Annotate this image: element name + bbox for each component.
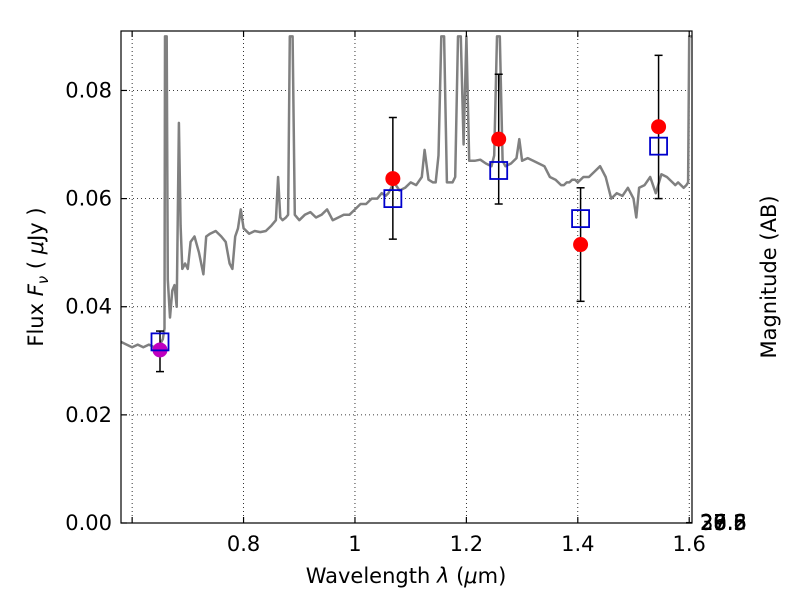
right-tick-label: 27 [700, 511, 727, 535]
right-tick-label: 29 [700, 511, 727, 535]
y-axis-ticks: 0.00 0.02 0.04 0.06 0.08 [65, 78, 127, 535]
y-axis-label: Flux Fν ( μJy ) [24, 207, 52, 346]
x-tick-label: 1 [348, 532, 361, 556]
model-points [150, 136, 668, 352]
y-tick-label: 0.04 [65, 295, 112, 319]
grid [121, 31, 692, 524]
x-tick-label: 1.4 [561, 532, 594, 556]
model-point [383, 189, 403, 209]
observed-point [385, 171, 401, 187]
x-tick-label: 1.2 [450, 532, 483, 556]
observed-point [651, 119, 667, 135]
right-tick-label: 28.5 [700, 511, 747, 535]
right-axis-label: Magnitude (AB) [757, 195, 781, 358]
right-tick-label: 28 [700, 511, 727, 535]
right-tick-label: 27.2 [700, 511, 747, 535]
model-point [150, 332, 170, 352]
y-tick-label: 0.08 [65, 78, 112, 102]
x-axis-label: Wavelength λ (μm) [306, 564, 507, 588]
x-tick-label: 1.6 [673, 532, 706, 556]
x-axis-ticks: 0.8 1 1.2 1.4 1.6 [131, 31, 706, 556]
y-tick-label: 0.06 [65, 187, 112, 211]
observed-point [491, 131, 507, 147]
right-tick-label: 26.8 [700, 511, 747, 535]
model-point [489, 161, 509, 180]
y-tick-label: 0.00 [65, 511, 112, 535]
model-point [649, 136, 668, 156]
observed-point [573, 237, 589, 253]
y-tick-label: 0.02 [65, 403, 112, 427]
x-tick-label: 0.8 [227, 532, 260, 556]
right-tick-label: 26.6 [700, 511, 747, 535]
axes-frame [120, 30, 693, 524]
model-spectrum-line [121, 35, 692, 349]
plot-area [121, 35, 692, 373]
data-points [152, 119, 667, 358]
right-tick-label: 27.5 [700, 511, 747, 535]
right-tick-label: 30 [700, 511, 727, 535]
model-point [571, 209, 590, 229]
error-bars [155, 54, 663, 373]
